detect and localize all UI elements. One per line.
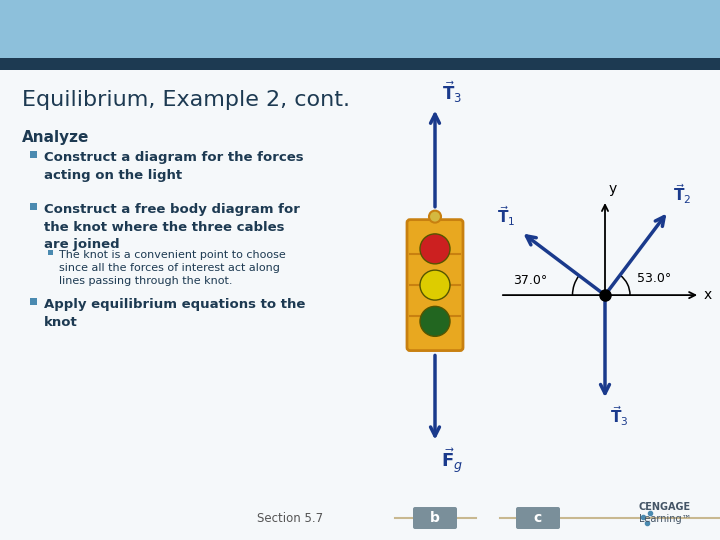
Bar bbox=[0, 0, 720, 58]
Circle shape bbox=[420, 234, 450, 264]
Text: $\vec{\mathbf{T}}_2$: $\vec{\mathbf{T}}_2$ bbox=[673, 183, 691, 206]
Text: Learning™: Learning™ bbox=[639, 514, 691, 524]
Text: $\vec{\mathbf{F}}_g$: $\vec{\mathbf{F}}_g$ bbox=[441, 447, 463, 476]
Bar bbox=[0, 0, 720, 58]
FancyBboxPatch shape bbox=[407, 220, 463, 350]
Text: $\vec{\mathbf{T}}_1$: $\vec{\mathbf{T}}_1$ bbox=[497, 204, 515, 228]
Text: x: x bbox=[704, 288, 712, 302]
Text: Equilibrium, Example 2, cont.: Equilibrium, Example 2, cont. bbox=[22, 90, 350, 110]
Circle shape bbox=[420, 306, 450, 336]
Text: b: b bbox=[430, 511, 440, 525]
Circle shape bbox=[429, 211, 441, 222]
Text: $\vec{\mathbf{T}}_3$: $\vec{\mathbf{T}}_3$ bbox=[442, 79, 462, 105]
Text: 37.0°: 37.0° bbox=[513, 274, 547, 287]
Text: Construct a free body diagram for
the knot where the three cables
are joined: Construct a free body diagram for the kn… bbox=[44, 203, 300, 251]
Text: $\vec{\mathbf{T}}_3$: $\vec{\mathbf{T}}_3$ bbox=[610, 404, 629, 428]
Text: The knot is a convenient point to choose
since all the forces of interest act al: The knot is a convenient point to choose… bbox=[59, 250, 286, 286]
Bar bbox=[30, 298, 37, 305]
FancyBboxPatch shape bbox=[516, 507, 560, 529]
Bar bbox=[30, 203, 37, 210]
Bar bbox=[0, 58, 720, 70]
Circle shape bbox=[420, 270, 450, 300]
Text: c: c bbox=[534, 511, 542, 525]
Bar bbox=[30, 151, 37, 158]
FancyBboxPatch shape bbox=[413, 507, 457, 529]
Text: Section 5.7: Section 5.7 bbox=[257, 512, 323, 525]
Text: Apply equilibrium equations to the
knot: Apply equilibrium equations to the knot bbox=[44, 298, 305, 329]
Bar bbox=[48, 250, 53, 255]
Text: CENGAGE: CENGAGE bbox=[639, 502, 691, 512]
Text: y: y bbox=[609, 182, 617, 196]
Text: 53.0°: 53.0° bbox=[637, 272, 671, 285]
Text: Construct a diagram for the forces
acting on the light: Construct a diagram for the forces actin… bbox=[44, 151, 304, 181]
Text: Analyze: Analyze bbox=[22, 130, 89, 145]
